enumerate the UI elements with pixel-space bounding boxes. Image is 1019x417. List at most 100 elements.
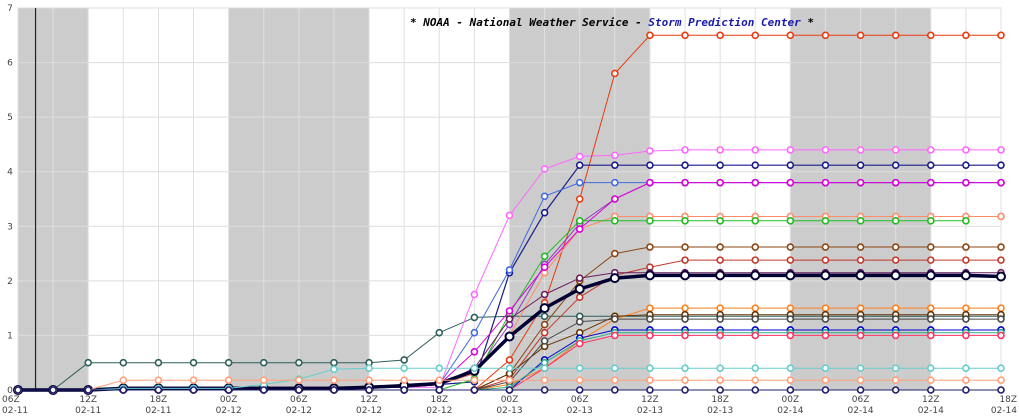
data-point [295,358,303,367]
data-point [926,161,935,169]
data-point [611,376,619,384]
x-tick-date: 02-11 [75,406,101,416]
x-tick-date: 02-13 [637,406,663,416]
data-point [646,147,654,155]
data-point [751,31,760,40]
data-point [751,146,760,154]
data-point [891,178,900,187]
data-point [716,315,724,323]
data-point [470,364,479,372]
data-point [540,252,549,261]
x-tick-time: 12Z [360,395,378,405]
data-point [119,386,128,394]
data-point [154,376,163,384]
data-point [821,161,830,169]
data-point [435,386,444,394]
data-point [611,151,619,160]
data-point [960,270,971,281]
title-highlight: Storm Prediction Center [648,16,801,29]
data-point [821,178,830,187]
data-point [575,317,584,326]
data-point [891,304,900,312]
chart-title: * NOAA - National Weather Service - Stor… [410,16,814,29]
data-point [750,270,761,281]
data-point [891,315,900,323]
data-point [997,178,1005,187]
data-point [609,273,620,284]
data-point [821,243,830,251]
data-point [962,304,970,312]
data-point [856,31,865,40]
data-point [470,290,479,299]
data-point [611,386,619,394]
data-point [962,376,970,384]
data-point [681,217,689,225]
data-point [119,376,128,384]
data-point [855,270,866,281]
data-point [505,307,514,315]
data-point [962,217,970,225]
data-point [716,376,724,384]
data-point [681,331,689,340]
data-point [84,358,93,367]
data-point [540,337,549,345]
data-point [996,271,1006,282]
y-tick-label: 6 [7,59,13,69]
data-point [540,376,549,384]
x-tick-time: 18Z [999,395,1017,405]
data-point [400,386,408,394]
data-point [891,331,900,340]
data-point [681,304,689,312]
data-point [575,178,584,187]
data-point [715,270,726,281]
data-point [154,358,163,367]
x-tick-date: 02-12 [216,406,242,416]
data-point [540,320,549,329]
data-point [926,217,935,225]
title-suffix: * [801,16,814,29]
data-point [505,315,514,323]
x-tick-date: 02-12 [426,406,452,416]
data-point [821,386,830,394]
data-point [891,364,900,372]
data-point [224,358,233,367]
data-point [400,376,408,384]
data-point [681,386,689,394]
data-point [224,386,233,394]
data-point [154,386,163,394]
data-point [611,69,619,78]
data-point [470,386,479,394]
data-point [716,256,724,264]
data-point [962,331,970,340]
data-point [470,313,479,322]
data-point [540,312,549,321]
data-point [962,243,970,251]
data-point [505,266,514,274]
data-point [997,212,1005,221]
data-point [926,178,935,187]
y-tick-label: 3 [7,222,13,232]
data-point [926,386,935,394]
data-point [575,339,584,348]
data-point [786,256,795,264]
data-point [259,358,268,367]
data-point [821,146,830,154]
data-point [646,376,654,384]
data-point [505,364,514,372]
data-point [926,315,935,323]
data-point [891,31,900,40]
data-point [786,178,795,187]
data-point [926,146,935,154]
data-point [821,331,830,340]
data-point [611,178,619,187]
data-point [611,331,619,340]
data-point [962,386,970,394]
data-point [504,331,515,342]
data-point [962,161,970,169]
data-point [891,161,900,169]
series-21 [14,386,1005,394]
data-point [330,365,338,374]
data-point [611,161,619,169]
data-point [681,31,689,40]
data-point [856,304,865,312]
